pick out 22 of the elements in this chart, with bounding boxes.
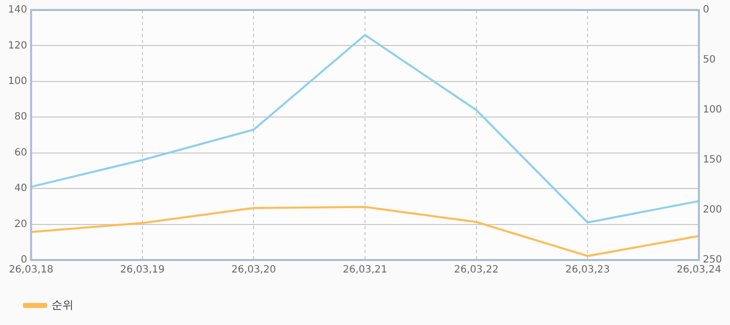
- x-tick-label: 26,03,23: [565, 264, 610, 276]
- y-tick-label: 140: [8, 4, 28, 16]
- x-tick-label: 26,03,20: [231, 264, 276, 276]
- y2-tick-label: 50: [702, 54, 716, 66]
- x-tick-label: 26,03,21: [342, 264, 388, 276]
- x-tick-label: 26,03,22: [454, 264, 499, 276]
- x-tick-label: 26,03,24: [676, 264, 722, 276]
- x-tick-label: 26,03,19: [120, 264, 165, 276]
- y-tick-label: 60: [14, 147, 28, 158]
- legend-label: 순위: [52, 298, 74, 312]
- y2-tick-label: 200: [702, 204, 722, 216]
- y2-tick-label: 100: [702, 104, 722, 116]
- y2-tick-label: 250: [702, 254, 722, 266]
- y-tick-label: 100: [8, 76, 28, 88]
- y-tick-label: 80: [14, 112, 28, 123]
- x-tick-label: 26,03,18: [8, 264, 54, 276]
- y-tick-label: 20: [14, 218, 28, 230]
- y-tick-label: 0: [20, 254, 28, 266]
- y-tick-label: 40: [14, 183, 28, 194]
- y2-tick-label: 0: [702, 4, 710, 16]
- y2-tick-label: 150: [702, 154, 722, 166]
- y-tick-label: 120: [8, 40, 28, 52]
